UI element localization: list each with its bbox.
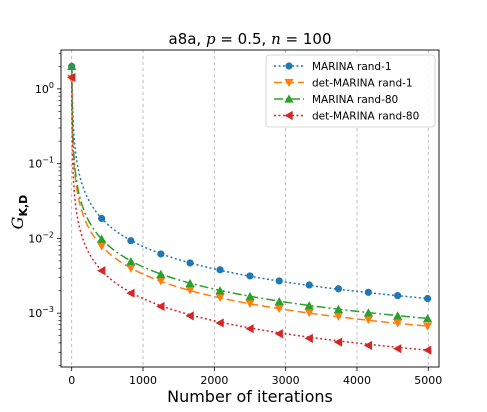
data-point <box>422 313 433 323</box>
data-point <box>216 266 224 274</box>
data-point <box>422 322 433 331</box>
data-point <box>126 264 136 273</box>
legend-entry: MARINA rand-80 <box>274 94 398 106</box>
data-point <box>156 277 166 286</box>
data-point <box>333 304 344 314</box>
series-2 <box>67 61 433 323</box>
y-tick-label: 10−1 <box>28 156 54 171</box>
series-line <box>71 65 428 320</box>
data-point <box>363 308 373 317</box>
data-point <box>423 294 432 303</box>
data-point <box>157 250 165 258</box>
data-point <box>304 308 314 318</box>
data-point <box>67 72 76 83</box>
data-point <box>97 242 107 251</box>
y-tick-label: 100 <box>35 81 54 96</box>
y-tick-label: 10−2 <box>28 230 54 245</box>
data-point <box>97 266 106 276</box>
legend-label: MARINA rand-80 <box>312 94 398 106</box>
data-point <box>304 333 313 343</box>
data-point <box>215 318 224 328</box>
data-point <box>334 285 343 293</box>
data-point <box>422 345 432 355</box>
data-point <box>127 237 135 245</box>
legend-marker <box>284 94 294 103</box>
data-point <box>126 256 136 266</box>
x-tick-label: 2000 <box>200 374 228 387</box>
x-tick-label: 5000 <box>414 374 442 387</box>
legend-label: det-MARINA rand-80 <box>312 111 419 123</box>
data-point <box>363 315 373 325</box>
data-point <box>245 324 254 334</box>
data-point <box>126 288 135 298</box>
series-3 <box>67 72 432 355</box>
plot-series <box>67 61 433 355</box>
x-tick-label: 0 <box>68 374 75 387</box>
legend-entry: det-MARINA rand-1 <box>274 78 413 90</box>
legend: MARINA rand-1 det-MARINA rand-1 MARINA ran… <box>265 54 436 128</box>
data-point <box>274 304 284 313</box>
data-point <box>246 272 254 280</box>
x-tick-label: 4000 <box>343 374 371 387</box>
legend-entry: det-MARINA rand-80 <box>274 111 419 123</box>
data-point <box>156 269 166 279</box>
legend-marker <box>285 62 293 70</box>
y-axis-label: GK,D <box>8 195 30 230</box>
legend-label: MARINA rand-1 <box>312 61 392 73</box>
data-point <box>185 278 195 288</box>
data-point <box>393 344 402 354</box>
data-point <box>97 234 107 243</box>
legend-box <box>265 54 436 128</box>
legend-label: det-MARINA rand-1 <box>312 78 413 90</box>
data-point <box>394 291 402 300</box>
data-point <box>215 293 225 302</box>
data-point <box>186 259 194 267</box>
plot-frame <box>60 49 440 368</box>
legend-entry: MARINA rand-1 <box>274 61 392 73</box>
data-point <box>304 301 314 310</box>
x-tick-label: 1000 <box>129 374 157 387</box>
chart-title: a8a, p = 0.5, n = 100 <box>169 30 332 48</box>
data-point <box>215 286 225 295</box>
data-point <box>363 340 373 351</box>
data-point <box>393 319 403 328</box>
y-tick-label: 10−3 <box>28 305 54 320</box>
legend-marker <box>284 110 293 121</box>
data-point <box>156 301 165 312</box>
data-point <box>98 214 106 223</box>
data-point <box>333 337 343 347</box>
data-point <box>274 296 284 306</box>
data-point <box>67 61 77 71</box>
data-point <box>305 281 313 289</box>
data-point <box>274 329 283 339</box>
grid <box>71 50 429 367</box>
data-point <box>245 299 255 309</box>
data-point <box>275 277 283 285</box>
data-point <box>333 312 344 321</box>
series-line <box>71 76 428 351</box>
data-point <box>245 291 255 301</box>
x-tick-label: 3000 <box>272 374 300 387</box>
data-point <box>185 311 194 321</box>
x-axis-label: Number of iterations <box>167 387 333 406</box>
data-point <box>393 311 403 320</box>
y-axis-ticks: 100 10−1 10−2 10−3 <box>28 52 61 366</box>
data-point <box>364 288 372 296</box>
x-axis-ticks: 0 1000 2000 3000 4000 5000 <box>68 367 442 387</box>
legend-marker <box>284 78 294 88</box>
data-point <box>185 286 195 295</box>
